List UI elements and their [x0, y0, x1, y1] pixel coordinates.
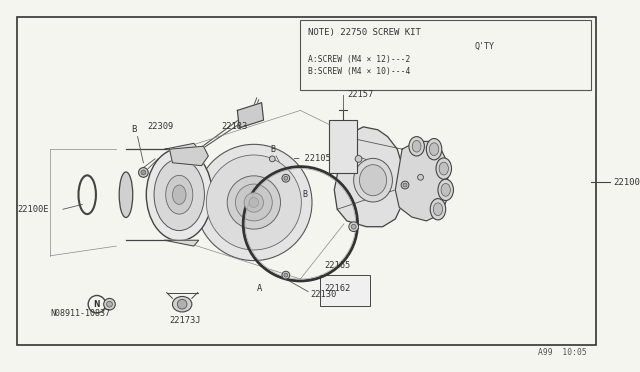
Ellipse shape	[154, 159, 204, 231]
Circle shape	[284, 273, 288, 277]
Ellipse shape	[439, 162, 449, 175]
Bar	[300, 20, 591, 90]
Text: B: B	[303, 190, 308, 199]
Text: 22100E: 22100E	[17, 205, 49, 214]
Polygon shape	[170, 146, 208, 166]
Circle shape	[351, 224, 356, 229]
Ellipse shape	[429, 143, 439, 155]
Circle shape	[349, 222, 358, 231]
Circle shape	[401, 181, 409, 189]
Ellipse shape	[244, 193, 264, 212]
Circle shape	[282, 174, 290, 182]
Text: A99  10:05: A99 10:05	[538, 348, 586, 357]
Text: A: A	[257, 284, 262, 293]
Polygon shape	[396, 141, 447, 221]
Text: N: N	[93, 300, 100, 309]
Text: B: B	[271, 145, 276, 154]
Bar	[330, 120, 356, 173]
Text: 22183: 22183	[221, 122, 247, 131]
Circle shape	[282, 271, 290, 279]
Bar	[320, 275, 370, 306]
Circle shape	[177, 299, 187, 309]
Ellipse shape	[172, 185, 186, 204]
Text: 22100: 22100	[613, 177, 640, 187]
Text: 22165: 22165	[324, 261, 351, 270]
Ellipse shape	[426, 138, 442, 160]
Circle shape	[141, 170, 146, 175]
Ellipse shape	[227, 176, 280, 229]
Text: NOTE) 22750 SCREW KIT: NOTE) 22750 SCREW KIT	[308, 28, 421, 38]
Ellipse shape	[409, 137, 424, 156]
Polygon shape	[164, 143, 198, 149]
Polygon shape	[164, 240, 198, 246]
Circle shape	[284, 176, 288, 180]
Ellipse shape	[249, 198, 259, 207]
Text: B:SCREW (M4 × 10)---4: B:SCREW (M4 × 10)---4	[308, 67, 410, 76]
Text: 22309: 22309	[147, 122, 173, 131]
Ellipse shape	[119, 172, 132, 218]
Ellipse shape	[354, 158, 392, 202]
Ellipse shape	[430, 199, 445, 220]
Circle shape	[107, 301, 113, 307]
Text: A:SCREW (M4 × 12)---2: A:SCREW (M4 × 12)---2	[308, 55, 410, 64]
Ellipse shape	[206, 155, 301, 250]
Ellipse shape	[360, 165, 387, 196]
Text: B: B	[131, 125, 136, 134]
Text: 22130: 22130	[310, 290, 336, 299]
Ellipse shape	[236, 184, 272, 221]
Circle shape	[418, 174, 424, 180]
Circle shape	[355, 155, 362, 162]
Ellipse shape	[172, 296, 192, 312]
Polygon shape	[237, 103, 264, 128]
Ellipse shape	[433, 203, 443, 216]
Ellipse shape	[147, 149, 212, 241]
Text: 22162: 22162	[324, 284, 351, 293]
Text: N08911-10837: N08911-10837	[51, 310, 110, 318]
Text: 22173J: 22173J	[170, 316, 201, 325]
Ellipse shape	[436, 158, 452, 179]
Ellipse shape	[196, 144, 312, 261]
Ellipse shape	[412, 141, 421, 152]
Ellipse shape	[441, 183, 451, 196]
Text: 22157: 22157	[347, 90, 373, 99]
Text: Q'TY: Q'TY	[475, 42, 495, 51]
Circle shape	[138, 168, 148, 177]
Ellipse shape	[166, 175, 193, 214]
Circle shape	[269, 156, 275, 162]
Ellipse shape	[438, 179, 454, 201]
Text: — 22105: — 22105	[294, 154, 330, 163]
Circle shape	[403, 183, 407, 187]
Polygon shape	[334, 127, 405, 227]
Circle shape	[104, 298, 115, 310]
